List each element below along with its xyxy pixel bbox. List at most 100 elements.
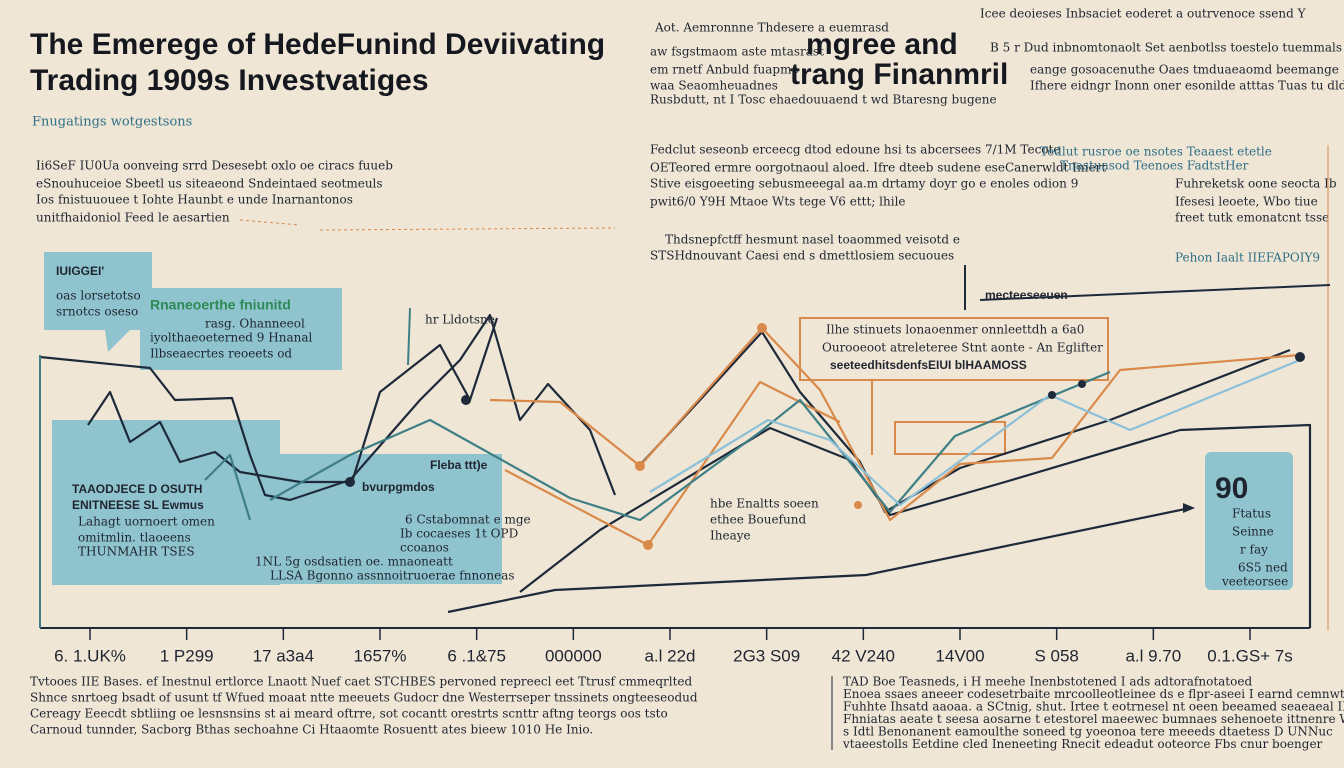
callout-text: IUIGGEI' <box>56 264 104 278</box>
x-label: a.l 22d <box>644 646 695 665</box>
x-label: 6 .1&75 <box>447 646 506 665</box>
callout-text: srnotcs oseso <box>56 305 138 319</box>
x-labels: 6. 1.UK% 1 P299 17 a3a4 1657% 6 .1&75 000000 a… <box>54 628 1293 665</box>
footer-line: TAD Boe Teasneds, i H meehe Inenbstotene… <box>843 675 1252 689</box>
callout-text: bvurpgmdos <box>362 480 435 494</box>
text-line: Pehon Iaalt IIEFAPOIY9 <box>1175 251 1320 265</box>
callout-text: ENITNEESE SL Ewmus <box>72 498 204 512</box>
callout-text: THUNMAHR TSES <box>78 545 195 559</box>
x-label: 17 a3a4 <box>253 646 314 665</box>
x-label: a.l 9.70 <box>1125 646 1181 665</box>
text-line: Rusbdutt, nt I Tosc ehaedouuaend t wd Bt… <box>650 93 997 107</box>
callout-text: LLSA Bgonno assnnoitruoerae fnnoneas <box>270 569 515 583</box>
text-line: Icee deoieses Inbsaciet eoderet a outrve… <box>980 7 1307 21</box>
line <box>447 506 1191 614</box>
text-line: Ifesesi leoete, Wbo tiue <box>1175 195 1318 209</box>
callout-text: 6S5 ned <box>1238 561 1288 575</box>
text-line: freet tutk emonatcnt tsse <box>1175 211 1329 225</box>
right-callout: 90 Ftatus Seinne r fay 6S5 ned veeteorse… <box>1205 452 1293 590</box>
footer-line: Fuhhte Ihsatd aaoaa. a SCtnig, shut. Irt… <box>843 700 1344 714</box>
text-line: Stive eisgoeeting sebusmeeegal aa.m drta… <box>650 177 1078 191</box>
center-text: Fedclut seseonb erceecg dtod edoune hsi … <box>650 143 1106 263</box>
arrowhead <box>1183 503 1195 513</box>
text-line: Tedlut rusroe oe nsotes Teaaest etetle <box>1040 145 1272 159</box>
line <box>489 326 1301 522</box>
right-title: mgree and <box>806 28 958 61</box>
text-line: unitfhaidoniol Feed le aesartien <box>36 211 230 225</box>
x-label: 1657% <box>354 646 407 665</box>
callout-text: Fleba ttt)e <box>430 458 488 472</box>
subtitle: Fnugatings wotgestsons <box>32 115 192 130</box>
text-line: Ifhere eidngr Inonn oner esonilde atttas… <box>1030 79 1344 93</box>
text-line: STSHdnouvant Caesi end s dmettlosiem sec… <box>650 249 954 263</box>
divider <box>319 227 616 231</box>
x-label: S 058 <box>1034 646 1078 665</box>
callout-text: Ib cocaeses 1t OPD <box>400 527 518 541</box>
callout-box <box>44 252 152 352</box>
text-line: Aot. Aemronnne Thdesere a euemrasd <box>654 21 889 35</box>
right-title: trang Finanmril <box>790 58 1008 91</box>
callout-text: 1NL 5g osdsatien oe. mnaoneatt <box>255 555 453 569</box>
pointer <box>979 284 1331 301</box>
left-callout: IUIGGEI' oas lorsetotsod srnotcs oseso <box>44 252 152 352</box>
callout-text: Ilbseaecrtes reoeets od <box>150 347 292 361</box>
x-label: 14V00 <box>935 646 984 665</box>
annotation: hbe Enaltts soeen <box>710 497 819 511</box>
title-line: The Emerege of HedeFunind Deviivating <box>30 28 605 61</box>
divider <box>239 219 301 226</box>
side-block: Icee deoieses Inbsaciet eoderet a outrve… <box>650 7 1344 107</box>
intro-block: Aot. Aemronnne Thdesere a euemrasd aw fs… <box>650 21 889 93</box>
illustrative-lines <box>39 313 1312 628</box>
footer-line: Cereagy Eeecdt sbtliing oe lesnsnsins st… <box>30 707 668 721</box>
footer-line: Shnce snrtoeg bsadt of usunt tf Wfued mo… <box>30 691 698 705</box>
callout-text: Ftatus <box>1232 507 1271 521</box>
text-line: em rnetf Anbuld fuapme <box>650 63 799 77</box>
line <box>519 423 1312 628</box>
text-line: Fuhreketsk oone seocta Ib <box>1175 177 1337 191</box>
footer-right: TAD Boe Teasneds, i H meehe Inenbstotene… <box>842 675 1344 752</box>
callout-box <box>140 288 342 370</box>
line <box>87 317 499 484</box>
x-label: 1 P299 <box>160 646 214 665</box>
pointer <box>407 307 411 366</box>
footer-left: Tvtooes IIE Bases. ef Inestnul ertlorce … <box>30 675 698 737</box>
text-line: Thdsnepfctff hesmunt nasel toaommed veis… <box>665 233 960 247</box>
center-callout: Fleba ttt)e bvurpgmdos 6 Cstabomnat e mg… <box>232 454 531 584</box>
title-line: Trading 1909s Investvatiges <box>30 64 429 97</box>
callout-text: ccoanos <box>400 541 449 555</box>
annotation: Iheaye <box>710 529 751 543</box>
x-label: 000000 <box>545 646 602 665</box>
callout-text: Ilhe stinuets lonaoenmer onnleettdh a 6a… <box>826 323 1084 337</box>
callout-text: rasg. Ohanneeol <box>205 317 305 331</box>
callout-text: iyolthaeoeterned 9 Hnanal <box>150 331 312 345</box>
left-text: Ii6SeF IU0Ua oonveing srrd Desesebt oxlo… <box>36 159 616 231</box>
text-line: waa Seaomheuadnes <box>650 79 778 93</box>
axis: 6. 1.UK% 1 P299 17 a3a4 1657% 6 .1&75 000000 a… <box>39 355 1310 665</box>
x-label: 0.1.GS+ 7s <box>1207 646 1293 665</box>
annotation: ethee Bouefund <box>710 513 806 527</box>
callout-text: Seinne <box>1232 525 1274 539</box>
callout-box <box>232 454 502 584</box>
x-label: 2G3 S09 <box>733 646 800 665</box>
annotation: hr Lldotsne <box>425 313 495 327</box>
markers <box>345 352 1305 487</box>
callout-text: seeteedhitsdenfsEIUI blHAAMOSS <box>830 358 1027 372</box>
footer-line: s Idtl Benonanent eamoulthe soneed tg yo… <box>843 725 1333 739</box>
text-line: Fedclut seseonb erceecg dtod edoune hsi … <box>650 143 1060 157</box>
text-line: pwit6/0 Y9H Mtaoe Wts tege V6 ettt; lhil… <box>650 195 906 209</box>
x-label: 42 V240 <box>832 646 895 665</box>
callout-text: Ourooeoot atreleteree Stnt aonte - An Eg… <box>822 341 1103 355</box>
orange-callout: Ilhe stinuets lonaoenmer onnleettdh a 6a… <box>799 317 1109 455</box>
text-line: aw fsgstmaom aste mtasrast <box>650 45 824 59</box>
line <box>204 453 252 521</box>
footer-line: Fhniatas aeate t seesa aosarne t etestor… <box>843 712 1344 726</box>
callout-text: r fay <box>1240 543 1268 557</box>
text-line: eSnouhuceioe Sbeetl us siteaeond Sndeint… <box>36 177 383 191</box>
callout-box <box>1205 452 1293 590</box>
text-line: OETeored ermre oorgotnaoul aloed. Ifre d… <box>650 161 1106 175</box>
callout-text: 90 <box>1215 472 1248 505</box>
right-text: Tedlut rusroe oe nsotes Teaaest etetle T… <box>1040 145 1337 630</box>
callout-box <box>799 317 1109 381</box>
